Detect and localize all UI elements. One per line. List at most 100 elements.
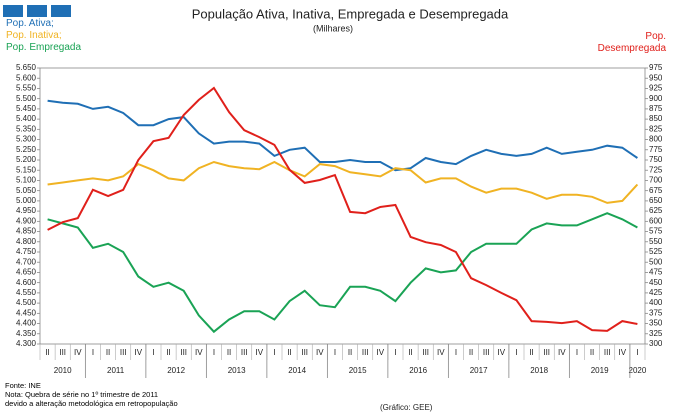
y2-tick-label: 725 bbox=[649, 165, 663, 174]
y2-tick-label: 950 bbox=[649, 73, 663, 82]
x-tick-label: II bbox=[408, 348, 412, 357]
y2-tick-label: 650 bbox=[649, 196, 663, 205]
y-tick-label: 5.450 bbox=[16, 104, 37, 113]
x-tick-label: I bbox=[152, 348, 154, 357]
year-label: 2013 bbox=[228, 366, 246, 375]
y2-tick-label: 875 bbox=[649, 104, 663, 113]
x-tick-label: III bbox=[120, 348, 127, 357]
series-line bbox=[47, 86, 638, 332]
x-tick-label: III bbox=[241, 348, 248, 357]
x-tick-label: IV bbox=[195, 348, 203, 357]
x-tick-label: I bbox=[92, 348, 94, 357]
x-tick-label: IV bbox=[316, 348, 324, 357]
x-tick-label: IV bbox=[256, 348, 264, 357]
chart-title: População Ativa, Inativa, Empregada e De… bbox=[192, 6, 509, 21]
note: devido a alteração metodológica em retro… bbox=[5, 399, 178, 408]
series-line bbox=[47, 99, 638, 172]
x-tick-label: IV bbox=[619, 348, 627, 357]
x-tick-label: II bbox=[227, 348, 231, 357]
y2-tick-label: 450 bbox=[649, 278, 663, 287]
x-tick-label: III bbox=[301, 348, 308, 357]
legend-entry: Pop. Ativa; bbox=[6, 18, 54, 29]
notes: Fonte: INE Nota: Quebra de série no 1º tr… bbox=[5, 381, 178, 408]
y-tick-label: 5.550 bbox=[16, 84, 37, 93]
y2-tick-label: 925 bbox=[649, 84, 663, 93]
y-tick-label: 4.950 bbox=[16, 206, 37, 215]
y-tick-label: 4.450 bbox=[16, 308, 37, 317]
x-tick-label: IV bbox=[74, 348, 82, 357]
chart-subtitle: (Milhares) bbox=[313, 23, 353, 33]
y2-tick-label: 350 bbox=[649, 319, 663, 328]
x-tick-label: II bbox=[469, 348, 473, 357]
x-tick-label: I bbox=[334, 348, 336, 357]
x-tick-label: I bbox=[455, 348, 457, 357]
y-tick-label: 5.050 bbox=[16, 186, 37, 195]
y2-tick-label: 750 bbox=[649, 155, 663, 164]
y-tick-label: 5.000 bbox=[16, 196, 37, 205]
x-tick-label: IV bbox=[498, 348, 506, 357]
y2-tick-label: 525 bbox=[649, 247, 663, 256]
x-tick-label: IV bbox=[558, 348, 566, 357]
y2-tick-label: 700 bbox=[649, 176, 663, 185]
note: Nota: Quebra de série no 1º trimestre de… bbox=[5, 390, 159, 399]
year-label: 2014 bbox=[288, 366, 306, 375]
y2-tick-label: 775 bbox=[649, 145, 663, 154]
y-tick-label: 4.600 bbox=[16, 278, 37, 287]
y2-tick-label: 900 bbox=[649, 94, 663, 103]
y-tick-label: 5.600 bbox=[16, 73, 37, 82]
x-tick-label: I bbox=[576, 348, 578, 357]
year-label: 2010 bbox=[54, 366, 72, 375]
x-tick-label: III bbox=[59, 348, 66, 357]
y2-tick-label: 300 bbox=[649, 339, 663, 348]
x-tick-label: II bbox=[106, 348, 110, 357]
logo-block bbox=[51, 5, 71, 17]
y2-tick-label: 475 bbox=[649, 268, 663, 277]
y2-tick-label: 600 bbox=[649, 216, 663, 225]
y-tick-label: 5.350 bbox=[16, 124, 37, 133]
legend-entry: Pop. Desempregada bbox=[597, 31, 666, 54]
y2-tick-label: 375 bbox=[649, 308, 663, 317]
year-label: 2017 bbox=[470, 366, 488, 375]
y2-tick-label: 400 bbox=[649, 298, 663, 307]
credit: (Gráfico: GEE) bbox=[380, 403, 433, 412]
note: Fonte: INE bbox=[5, 381, 41, 390]
year-label: 2016 bbox=[409, 366, 427, 375]
x-tick-label: II bbox=[166, 348, 170, 357]
x-tick-label: IV bbox=[437, 348, 445, 357]
y-tick-label: 4.500 bbox=[16, 298, 37, 307]
y-tick-label: 5.650 bbox=[16, 63, 37, 72]
y-tick-label: 5.250 bbox=[16, 145, 37, 154]
y-tick-label: 4.650 bbox=[16, 268, 37, 277]
y2-tick-label: 800 bbox=[649, 135, 663, 144]
year-label: 2018 bbox=[530, 366, 548, 375]
x-tick-label: III bbox=[180, 348, 187, 357]
year-label: 2011 bbox=[107, 366, 125, 375]
year-label: 2019 bbox=[591, 366, 609, 375]
x-tick-label: I bbox=[273, 348, 275, 357]
y-tick-label: 5.150 bbox=[16, 165, 37, 174]
y-tick-label: 4.350 bbox=[16, 329, 37, 338]
y2-tick-label: 575 bbox=[649, 227, 663, 236]
x-tick-label: II bbox=[45, 348, 49, 357]
x-tick-label: IV bbox=[135, 348, 143, 357]
x-tick-label: II bbox=[287, 348, 291, 357]
series-line bbox=[47, 212, 638, 334]
y2-tick-label: 425 bbox=[649, 288, 663, 297]
y-tick-label: 5.300 bbox=[16, 135, 37, 144]
y2-tick-label: 550 bbox=[649, 237, 663, 246]
y2-tick-label: 625 bbox=[649, 206, 663, 215]
year-label: 2012 bbox=[167, 366, 185, 375]
y-tick-label: 5.500 bbox=[16, 94, 37, 103]
x-tick-label: II bbox=[529, 348, 533, 357]
y2-tick-label: 850 bbox=[649, 114, 663, 123]
x-tick-label: III bbox=[362, 348, 369, 357]
y-tick-label: 4.550 bbox=[16, 288, 37, 297]
y-tick-label: 4.300 bbox=[16, 339, 37, 348]
x-tick-label: II bbox=[348, 348, 352, 357]
x-tick-label: III bbox=[543, 348, 550, 357]
y-tick-label: 4.700 bbox=[16, 257, 37, 266]
y-tick-label: 4.900 bbox=[16, 216, 37, 225]
x-tick-label: I bbox=[394, 348, 396, 357]
y-tick-label: 4.750 bbox=[16, 247, 37, 256]
